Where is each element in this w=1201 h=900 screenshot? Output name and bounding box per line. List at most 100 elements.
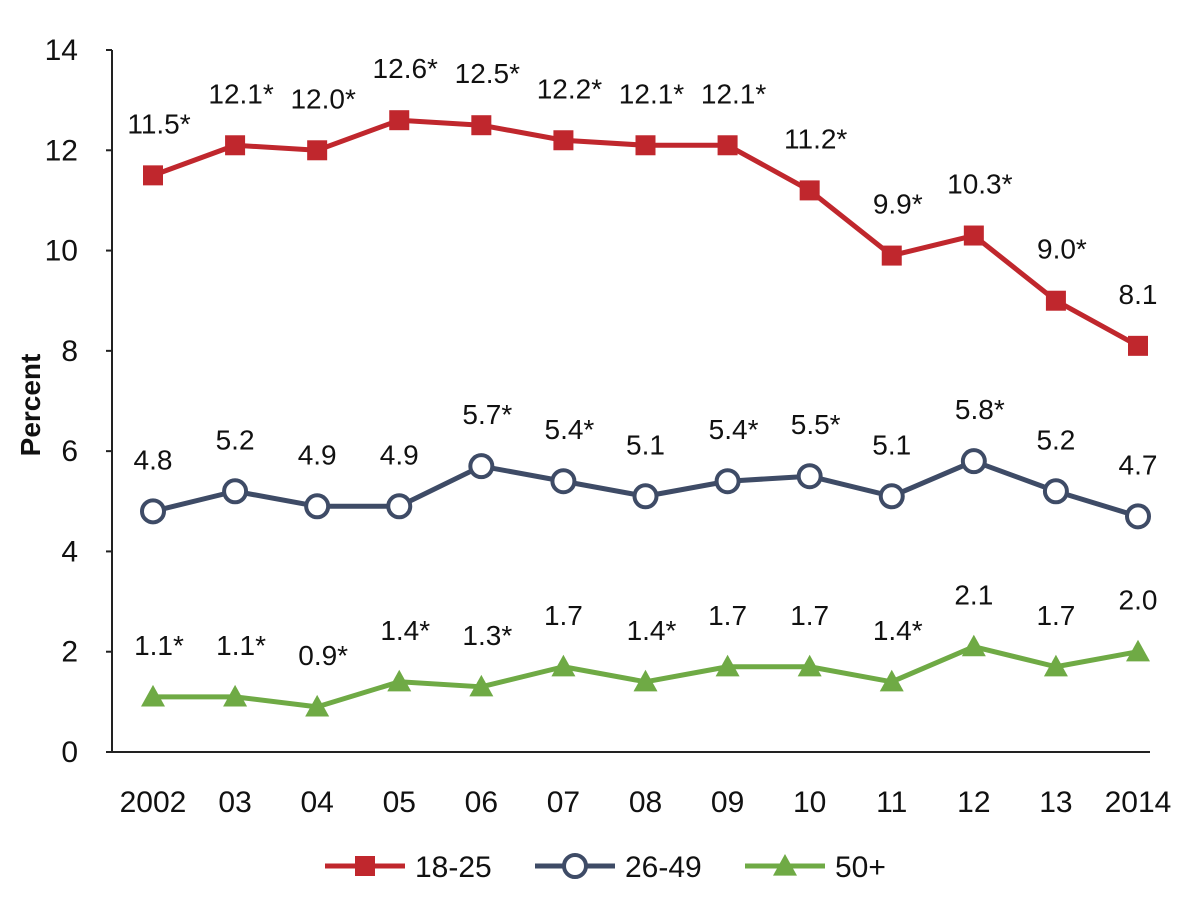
y-tick-label: 6 [61, 435, 78, 468]
data-label: 4.9 [298, 439, 337, 470]
data-point [550, 468, 577, 495]
data-point [223, 684, 248, 707]
series-18-25: 11.5* 12.1* 12.0* 12.6* 12.5* 12.2* 12.1* 12.1*… [127, 53, 1157, 356]
legend: 18-25 26-49 50+ [325, 851, 886, 884]
data-label: 2.1 [954, 580, 993, 611]
legend-marker [355, 856, 375, 876]
y-tick-label: 4 [61, 535, 78, 568]
data-point [715, 654, 740, 677]
data-label: 12.5* [455, 58, 520, 89]
legend-item-18-25: 18-25 [325, 851, 492, 884]
x-tick-label: 13 [1039, 786, 1072, 819]
data-point [878, 483, 905, 510]
data-label: 4.9 [380, 439, 419, 470]
data-point [1126, 639, 1150, 662]
x-tick-label: 05 [383, 786, 416, 819]
data-point [468, 453, 495, 480]
data-label: 5.4* [545, 414, 595, 445]
data-point [143, 165, 163, 186]
data-point [469, 674, 494, 697]
data-point [141, 684, 165, 707]
data-point [304, 493, 331, 520]
data-label: 12.1* [619, 78, 684, 109]
data-label: 1.7 [790, 600, 829, 631]
x-tick-label: 06 [465, 786, 498, 819]
data-point [796, 463, 823, 490]
series-50plus: 1.1* 1.1* 0.9* 1.4* 1.3* 1.7 1.4* 1.7 1.7 1.4* 2.1… [134, 580, 1157, 717]
legend-item-26-49: 26-49 [535, 851, 702, 884]
data-point [387, 669, 412, 692]
data-point [1125, 503, 1151, 530]
x-tick-label: 04 [300, 786, 333, 819]
y-tick-label: 12 [45, 134, 78, 167]
data-point [714, 468, 741, 495]
data-label: 1.1* [216, 630, 266, 661]
data-label: 5.4* [709, 414, 759, 445]
data-label: 5.8* [955, 394, 1005, 425]
data-label: 5.2 [216, 424, 255, 455]
data-point [1043, 654, 1068, 677]
data-label: 1.7 [544, 600, 583, 631]
data-label: 9.0* [1037, 234, 1087, 265]
data-label: 1.4* [380, 615, 430, 646]
y-ticks: 0 2 4 6 8 10 12 14 [45, 34, 112, 769]
data-label: 2.0 [1119, 585, 1158, 616]
data-point [551, 654, 576, 677]
data-point [222, 478, 249, 505]
data-label: 5.7* [462, 399, 512, 430]
data-point [471, 115, 492, 136]
data-label: 9.9* [873, 189, 923, 220]
data-point [963, 225, 984, 246]
x-tick-label: 07 [547, 786, 580, 819]
legend-label: 18-25 [415, 851, 492, 884]
data-point [386, 493, 413, 520]
legend-item-50plus: 50+ [745, 851, 886, 884]
x-tick-label: 08 [629, 786, 662, 819]
x-tick-label: 2002 [120, 786, 187, 819]
data-point [1042, 478, 1069, 505]
x-tick-label: 2014 [1105, 786, 1172, 819]
data-point [797, 654, 822, 677]
data-label: 12.6* [373, 53, 438, 84]
y-tick-label: 14 [45, 34, 78, 67]
data-point [635, 135, 656, 156]
data-label: 5.1 [872, 429, 911, 460]
data-point [225, 135, 246, 156]
data-label: 1.7 [1036, 600, 1075, 631]
data-point [389, 110, 410, 131]
data-label: 1.4* [627, 615, 677, 646]
legend-label: 26-49 [625, 851, 702, 884]
y-tick-label: 0 [61, 736, 78, 769]
legend-marker [562, 853, 588, 879]
y-tick-label: 10 [45, 235, 78, 268]
data-label: 12.1* [208, 78, 273, 109]
data-label: 12.0* [290, 83, 355, 114]
data-point [799, 180, 820, 201]
axes [111, 50, 1150, 753]
data-label: 1.7 [708, 600, 747, 631]
data-point [717, 135, 738, 156]
data-label: 1.3* [462, 620, 512, 651]
data-point [879, 669, 904, 692]
x-ticks: 2002 03 04 05 06 07 08 09 10 11 12 13 2014 [120, 786, 1172, 819]
data-label: 5.2 [1036, 424, 1075, 455]
x-tick-label: 12 [957, 786, 990, 819]
data-label: 1.4* [873, 615, 923, 646]
x-tick-label: 03 [218, 786, 251, 819]
data-label: 1.1* [134, 630, 184, 661]
x-tick-label: 10 [793, 786, 826, 819]
data-point [632, 483, 659, 510]
data-label: 0.9* [298, 640, 348, 671]
data-point [307, 140, 328, 161]
data-label: 10.3* [947, 169, 1012, 200]
series-26-49: 4.8 5.2 4.9 4.9 5.7* 5.4* 5.1 5.4* 5.5* 5.1 5.8* 5.… [134, 394, 1157, 530]
data-label: 4.8 [134, 444, 173, 475]
y-tick-label: 8 [61, 335, 78, 368]
data-point [881, 245, 902, 266]
legend-label: 50+ [835, 851, 886, 884]
data-point [1128, 335, 1148, 356]
data-label: 11.5* [127, 108, 190, 139]
data-label: 8.1 [1119, 279, 1158, 310]
data-label: 5.1 [626, 429, 665, 460]
x-tick-label: 11 [876, 786, 907, 819]
